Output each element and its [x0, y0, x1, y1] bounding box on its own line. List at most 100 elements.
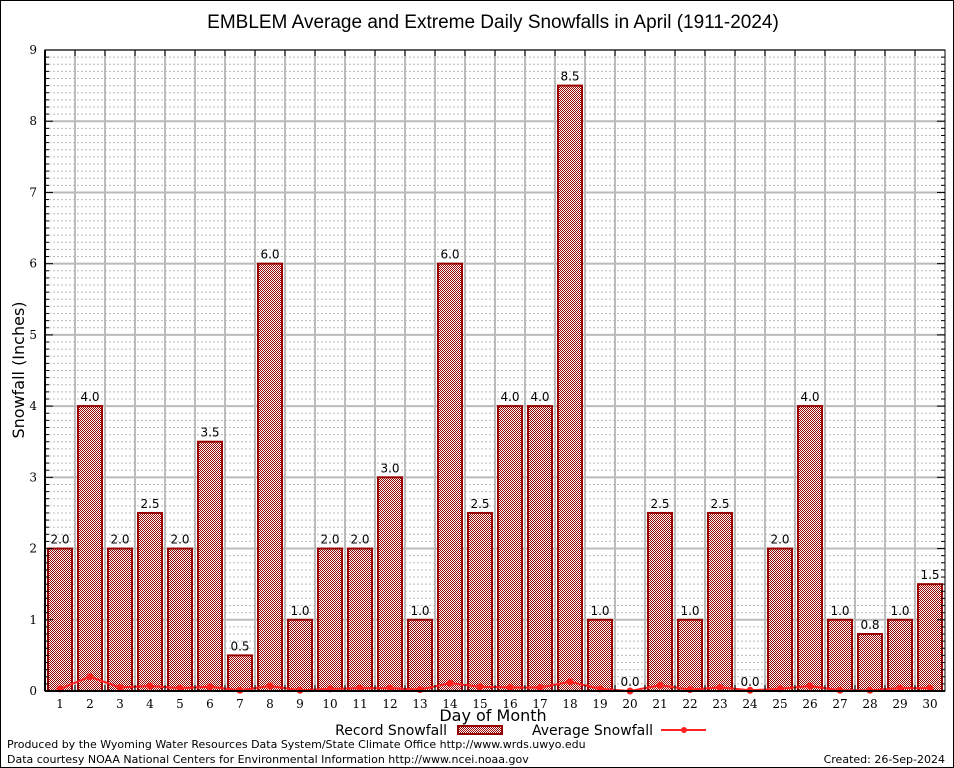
- x-tick-label-23: 23: [712, 697, 727, 711]
- x-tick-label-3: 3: [116, 697, 124, 711]
- bar-day-7: [227, 654, 253, 693]
- bar-day-14: [437, 262, 463, 692]
- bar-day-6: [197, 440, 223, 692]
- bar-label-day-8: 6.0: [260, 248, 279, 262]
- x-tick-label-7: 7: [236, 697, 244, 711]
- bar-label-day-26: 4.0: [800, 390, 819, 404]
- y-tick-label-8: 8: [29, 114, 37, 128]
- legend-label-average: Average Snowfall: [532, 723, 653, 739]
- bar-day-17: [527, 405, 553, 692]
- bars: [47, 84, 943, 693]
- average-point-day-21: [656, 681, 664, 689]
- y-tick-labels: 0 1 2 3 4 5 6 7 8 9: [29, 43, 37, 698]
- x-tick-label-26: 26: [802, 697, 817, 711]
- y-tick-label-9: 9: [29, 43, 37, 57]
- legend-marker-average: [681, 727, 687, 733]
- bar-label-day-24: 0.0: [740, 675, 759, 689]
- bar-label-day-29: 1.0: [890, 604, 909, 618]
- average-point-day-3: [116, 683, 124, 691]
- chart-title: EMBLEM Average and Extreme Daily Snowfal…: [207, 12, 779, 33]
- bar-day-18: [557, 84, 583, 693]
- bar-label-day-15: 2.5: [470, 497, 489, 511]
- y-tick-label-0: 0: [29, 684, 37, 698]
- average-point-day-16: [506, 683, 514, 691]
- x-tick-label-1: 1: [56, 697, 64, 711]
- average-point-day-2: [86, 673, 94, 681]
- bar-day-25: [767, 547, 793, 692]
- bar-day-16: [497, 405, 523, 692]
- x-axis-label: Day of Month: [439, 706, 546, 725]
- bar-day-5: [167, 547, 193, 692]
- bar-label-day-4: 2.5: [140, 497, 159, 511]
- bar-label-day-17: 4.0: [530, 390, 549, 404]
- bar-day-10: [317, 547, 343, 692]
- x-tick-label-17: 17: [532, 697, 547, 711]
- x-tick-label-10: 10: [322, 697, 337, 711]
- bar-label-day-20: 0.0: [620, 675, 639, 689]
- bar-label-day-22: 1.0: [680, 604, 699, 618]
- x-tick-label-11: 11: [352, 697, 367, 711]
- bar-label-day-12: 3.0: [380, 461, 399, 475]
- bar-label-day-28: 0.8: [860, 618, 879, 632]
- bar-day-12: [377, 476, 403, 693]
- bar-day-2: [77, 405, 103, 692]
- x-tick-label-16: 16: [502, 697, 517, 711]
- average-point-day-22: [686, 686, 694, 694]
- x-tick-label-15: 15: [472, 697, 487, 711]
- x-tick-label-19: 19: [592, 697, 607, 711]
- average-point-day-26: [806, 682, 814, 690]
- bar-day-22: [677, 618, 703, 692]
- y-tick-label-7: 7: [29, 185, 37, 199]
- x-tick-label-5: 5: [176, 697, 184, 711]
- average-point-day-15: [476, 683, 484, 691]
- y-tick-label-4: 4: [29, 399, 37, 413]
- x-tick-label-27: 27: [832, 697, 847, 711]
- x-tick-label-9: 9: [296, 697, 304, 711]
- average-point-day-8: [266, 682, 274, 690]
- y-tick-label-5: 5: [29, 328, 37, 342]
- average-point-day-29: [896, 684, 904, 692]
- x-tick-label-29: 29: [892, 697, 907, 711]
- x-tick-label-30: 30: [922, 697, 937, 711]
- bar-label-day-2: 4.0: [80, 390, 99, 404]
- y-tick-label-3: 3: [29, 470, 37, 484]
- bar-label-day-14: 6.0: [440, 248, 459, 262]
- x-tick-label-21: 21: [652, 697, 667, 711]
- bar-day-29: [887, 618, 913, 692]
- legend: Record Snowfall Average Snowfall: [335, 723, 706, 739]
- average-point-day-30: [926, 684, 934, 692]
- average-point-day-6: [206, 683, 214, 691]
- bar-day-8: [257, 262, 283, 692]
- bar-label-day-30: 1.5: [920, 568, 939, 582]
- bar-day-3: [107, 547, 133, 692]
- bar-day-9: [287, 618, 313, 692]
- bar-label-day-10: 2.0: [320, 533, 339, 547]
- x-tick-label-12: 12: [382, 697, 397, 711]
- x-tick-label-22: 22: [682, 697, 697, 711]
- bar-label-day-27: 1.0: [830, 604, 849, 618]
- y-tick-label-2: 2: [29, 542, 37, 556]
- average-point-day-23: [716, 683, 724, 691]
- average-point-day-4: [146, 682, 154, 690]
- bar-label-day-3: 2.0: [110, 533, 129, 547]
- average-point-day-17: [536, 683, 544, 691]
- legend-label-record: Record Snowfall: [335, 723, 447, 739]
- x-tick-labels: 1 2 3 4 5 6 7 8 9 10 11 12 13 14 15 16 17 18 19 20 21 22 23 24 2…: [56, 697, 937, 711]
- bar-label-day-7: 0.5: [230, 639, 249, 653]
- bar-label-day-5: 2.0: [170, 533, 189, 547]
- bar-label-day-1: 2.0: [50, 533, 69, 547]
- y-tick-label-1: 1: [29, 613, 37, 627]
- bar-day-11: [347, 547, 373, 692]
- x-tick-label-14: 14: [442, 697, 458, 711]
- x-tick-label-25: 25: [772, 697, 787, 711]
- axes: [44, 49, 946, 692]
- bar-day-23: [707, 511, 733, 693]
- bar-day-15: [467, 511, 493, 693]
- average-point-day-12: [386, 684, 394, 692]
- bar-day-27: [827, 618, 853, 692]
- credit-line-2: Data courtesy NOAA National Centers for …: [7, 753, 529, 766]
- y-tick-label-6: 6: [29, 257, 37, 271]
- bar-label-day-18: 8.5: [560, 70, 579, 84]
- x-tick-label-13: 13: [412, 697, 427, 711]
